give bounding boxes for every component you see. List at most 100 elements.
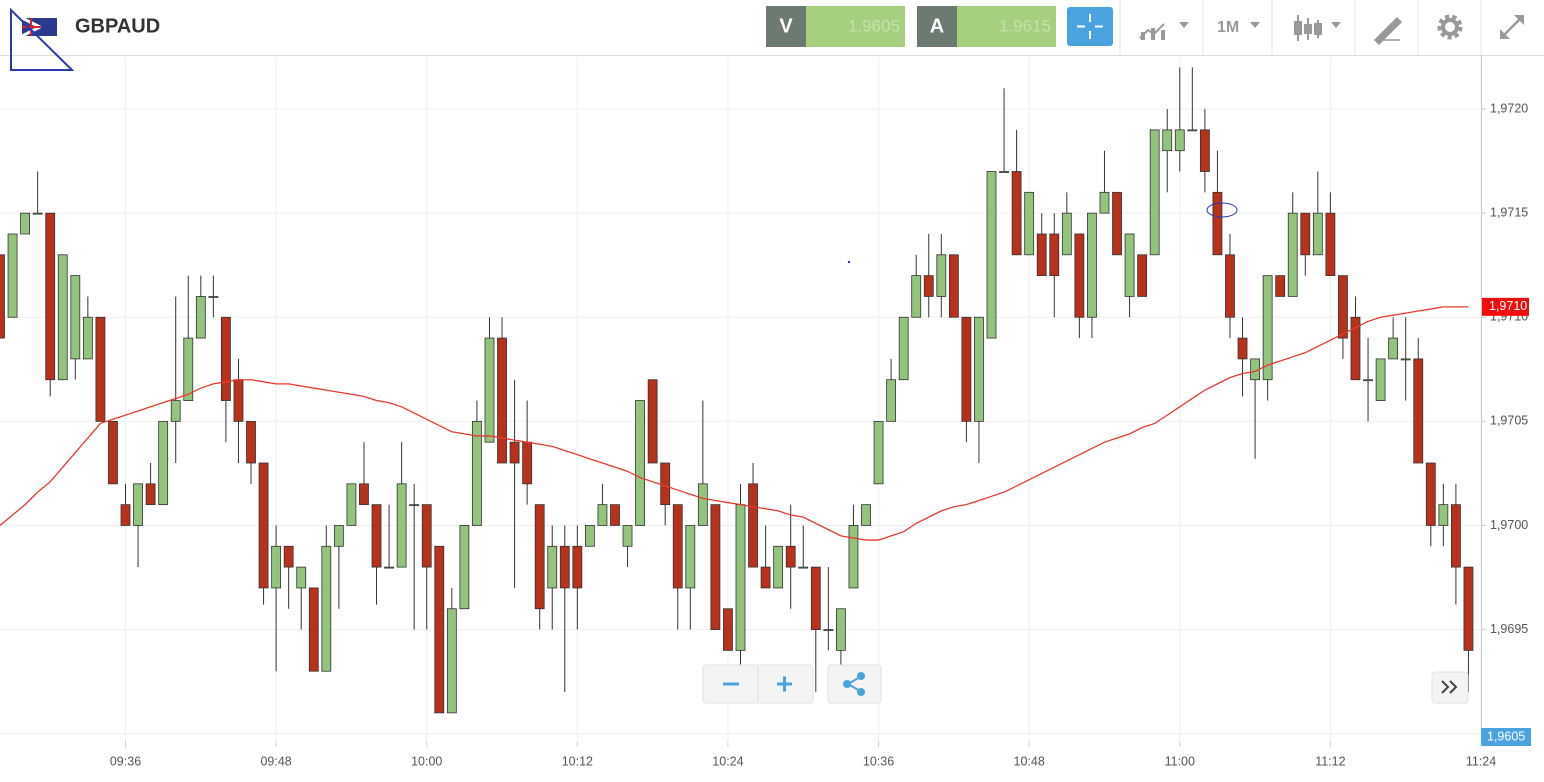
candle-body: [70, 275, 81, 360]
candle-body: [522, 441, 533, 485]
candle-body: [622, 525, 633, 547]
candle-body: [32, 212, 43, 215]
candle-body: [635, 400, 645, 526]
candle-body: [923, 275, 934, 297]
candle-body: [283, 545, 294, 568]
candle-body: [1049, 233, 1060, 277]
scroll-end-button[interactable]: [1441, 680, 1458, 694]
candle-body: [108, 420, 118, 485]
x-tick-label: 09:36: [110, 754, 141, 768]
candle-body: [760, 566, 771, 589]
bid-label: 1,9605: [1487, 729, 1525, 743]
x-tick-label: 10:12: [562, 754, 593, 768]
drawing-tool-button[interactable]: [1373, 16, 1403, 46]
fullscreen-button[interactable]: [1500, 15, 1524, 39]
crosshair-button[interactable]: [1067, 7, 1113, 46]
share-box: [827, 664, 882, 704]
y-tick-label: 1,9715: [1490, 205, 1528, 219]
candle-body: [82, 316, 93, 360]
candle-body: [371, 504, 382, 568]
candle-body: [961, 316, 972, 422]
candle-body: [1174, 129, 1185, 152]
candle-body: [1300, 212, 1311, 256]
candle-body: [95, 316, 106, 422]
candle-body: [1438, 504, 1449, 526]
candle-body: [384, 566, 394, 569]
candle-body: [421, 504, 432, 568]
x-tick-label: 11:12: [1315, 754, 1345, 768]
candle-body: [886, 379, 897, 422]
settings-button[interactable]: [1437, 14, 1463, 40]
candle-body: [861, 504, 871, 526]
candle-body: [873, 420, 884, 485]
candle-body: [1137, 254, 1148, 297]
sell-button[interactable]: [766, 6, 806, 47]
candle-body: [120, 504, 131, 526]
candle-body: [597, 504, 608, 526]
candle-body: [57, 254, 68, 381]
price-axis: 1,96901,96951,97001,97051,97101,97151,97…: [1481, 101, 1531, 746]
candle-body: [710, 504, 721, 630]
candle-body: [246, 420, 256, 464]
sell-price-box[interactable]: [806, 6, 905, 47]
candle-body: [509, 441, 520, 464]
candle-body: [271, 545, 282, 589]
candle-body: [936, 254, 947, 297]
candle-body: [1237, 337, 1248, 360]
x-tick-label: 11:00: [1165, 754, 1195, 768]
candle-body: [1450, 504, 1461, 568]
candle-body: [233, 379, 244, 422]
candle-body: [472, 420, 482, 526]
candle-body: [145, 483, 156, 506]
timeframe-caret: [1250, 22, 1260, 28]
candle-body: [1312, 212, 1323, 256]
candle-body: [170, 400, 181, 422]
candle-body: [1024, 191, 1035, 256]
candle-body: [459, 525, 470, 610]
candle-body: [986, 171, 997, 339]
candle-body: [1212, 191, 1223, 256]
candle-body: [723, 608, 733, 651]
candle-body: [1388, 337, 1399, 360]
buy-price-box[interactable]: [957, 6, 1056, 47]
zoom-in-button[interactable]: [777, 676, 792, 692]
y-tick-label: 1,9720: [1490, 101, 1528, 115]
candle-body: [1099, 191, 1110, 214]
candle-body: [685, 525, 696, 589]
x-tick-label: 10:48: [1014, 754, 1045, 768]
candle-style-button[interactable]: [1294, 15, 1341, 41]
candle-body: [836, 608, 846, 651]
candle-body: [346, 483, 357, 526]
candle-body: [773, 545, 784, 589]
candle-body: [446, 608, 457, 714]
candle-body: [195, 296, 206, 339]
candle-body: [748, 483, 758, 568]
candle-body: [0, 254, 5, 339]
candle-body: [1187, 129, 1198, 132]
candle-body: [559, 545, 570, 589]
timeframe[interactable]: 1M: [1217, 19, 1239, 36]
candle-body: [1275, 275, 1286, 297]
candle-body: [183, 337, 194, 401]
x-tick-label: 10:36: [863, 754, 894, 768]
bid-tag: [1481, 728, 1531, 746]
candle-body: [1413, 358, 1424, 464]
sell-price: 1.9605: [848, 16, 900, 35]
candle-body: [1149, 129, 1160, 256]
symbol: GBPAUD: [75, 15, 160, 37]
candle-body: [1325, 212, 1336, 277]
drawing-ellipse: [1206, 202, 1238, 218]
candle-body: [1087, 212, 1097, 318]
candle-body: [158, 420, 169, 506]
buy-button[interactable]: [917, 6, 957, 47]
candle-body: [898, 316, 909, 381]
candle-body: [7, 233, 18, 318]
x-tick-label: 10:00: [411, 754, 442, 768]
share-button[interactable]: [843, 672, 865, 696]
candle-body: [1375, 358, 1386, 401]
candle-body: [1036, 233, 1047, 277]
scroll-end-box: [1431, 671, 1469, 704]
chart-type-button[interactable]: [1139, 22, 1189, 40]
